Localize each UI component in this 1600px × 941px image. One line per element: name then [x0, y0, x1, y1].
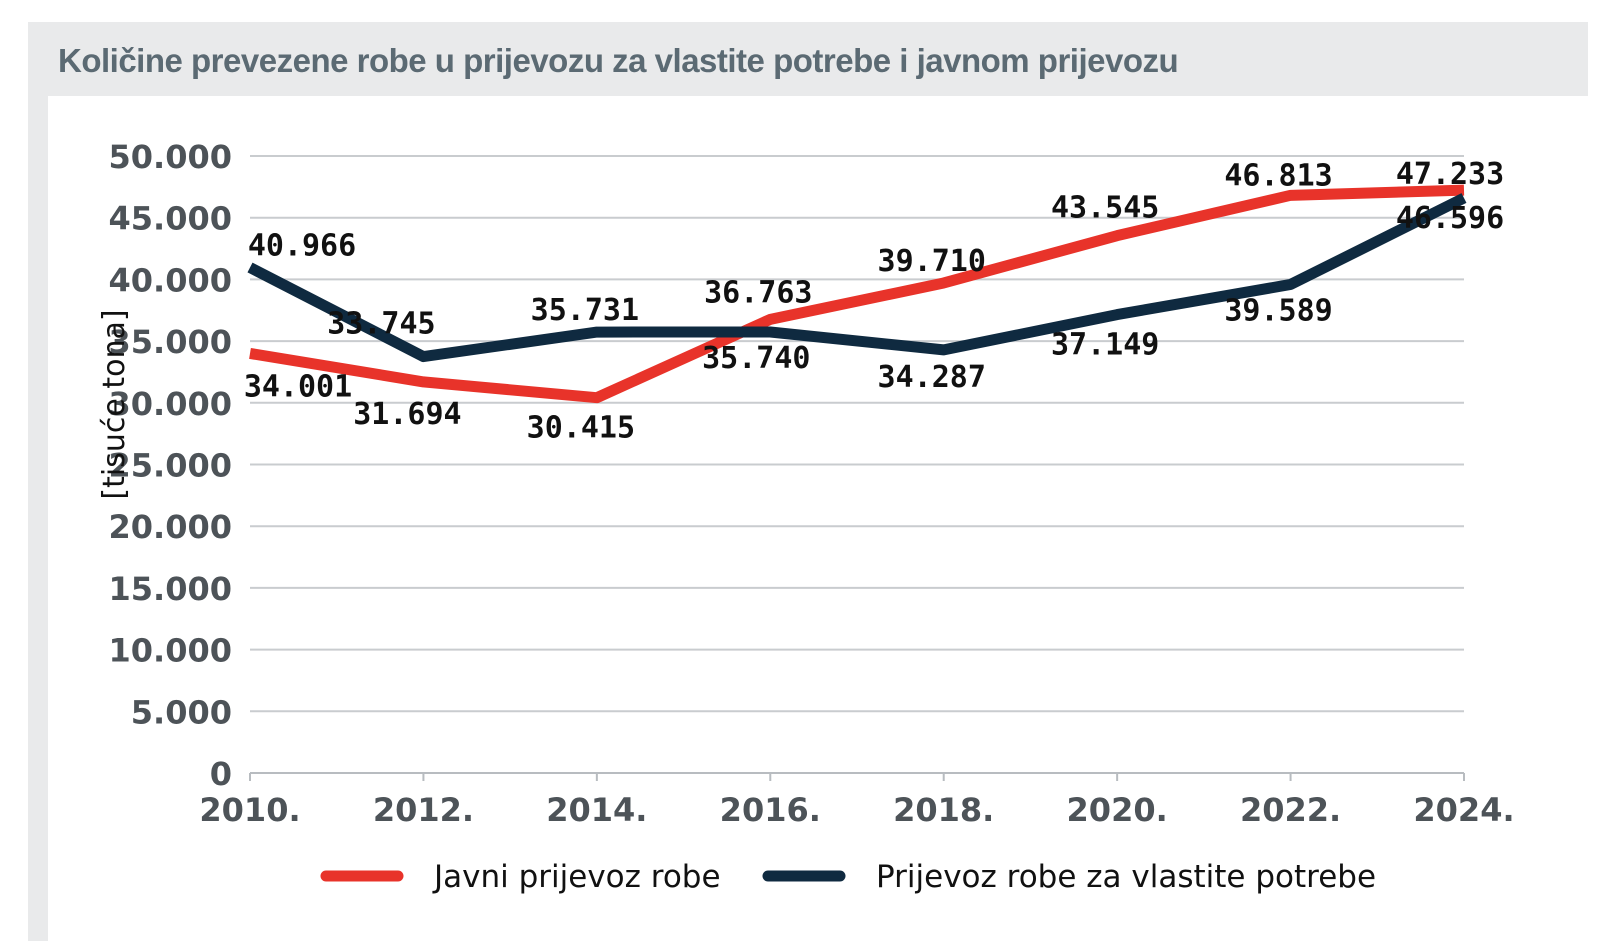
x-tick-label: 2010. — [199, 791, 300, 829]
series-line-vlastite — [247, 193, 1467, 363]
x-tick-label: 2016. — [720, 791, 821, 829]
x-tick-label: 2014. — [546, 791, 647, 829]
data-label: 35.740 — [702, 341, 810, 376]
y-tick-label: 35.000 — [109, 323, 232, 361]
data-label: 31.694 — [353, 397, 461, 432]
x-tick-label: 2022. — [1240, 791, 1341, 829]
y-tick-label: 15.000 — [109, 570, 232, 608]
legend: Javni prijevoz robe Prijevoz robe za vlas… — [320, 859, 1376, 895]
x-tick-label: 2018. — [893, 791, 994, 829]
x-tick-label: 2024. — [1413, 791, 1514, 829]
data-label: 46.813 — [1224, 158, 1332, 193]
x-tick-label: 2020. — [1067, 791, 1168, 829]
data-label: 36.763 — [704, 275, 812, 310]
data-label: 34.001 — [244, 369, 352, 404]
y-axis-label: [tisuće tona] — [97, 309, 132, 499]
y-tick-label: 20.000 — [109, 508, 232, 546]
data-label: 47.233 — [1396, 157, 1504, 192]
title-bar: Količine prevezene robe u prijevozu za v… — [28, 22, 1588, 96]
data-label: 37.149 — [1051, 328, 1159, 363]
gridlines — [250, 155, 1464, 713]
data-label: 39.710 — [878, 244, 986, 279]
y-tick-label: 50.000 — [109, 138, 232, 176]
data-label: 35.731 — [531, 293, 639, 328]
data-label: 39.589 — [1224, 293, 1332, 328]
y-tick-label: 5.000 — [131, 693, 232, 731]
data-label: 43.545 — [1051, 191, 1159, 226]
series-lines — [247, 184, 1467, 404]
data-label: 34.287 — [878, 360, 986, 395]
axes: 0 5.000 10.000 15.000 20.000 25.000 30.000 35.0… — [109, 138, 1515, 829]
data-label: 46.596 — [1396, 201, 1504, 236]
data-label: 33.745 — [327, 307, 435, 342]
chart-title: Količine prevezene robe u prijevozu za v… — [58, 42, 1179, 79]
series-line-javni — [249, 184, 1465, 404]
y-tick-label: 40.000 — [109, 261, 232, 299]
legend-label: Javni prijevoz robe — [432, 859, 721, 895]
data-label: 30.415 — [527, 411, 635, 446]
data-label: 40.966 — [248, 228, 356, 263]
line-chart: 0 5.000 10.000 15.000 20.000 25.000 30.000 35.0… — [97, 138, 1515, 895]
y-tick-label: 45.000 — [109, 200, 232, 238]
x-tick-label: 2012. — [373, 791, 474, 829]
chart-frame: Količine prevezene robe u prijevozu za v… — [28, 22, 1588, 941]
chart-panel: 0 5.000 10.000 15.000 20.000 25.000 30.000 35.0… — [48, 96, 1588, 941]
y-tick-label: 30.000 — [109, 385, 232, 423]
y-tick-label: 25.000 — [109, 447, 232, 485]
y-tick-label: 10.000 — [109, 632, 232, 670]
legend-label: Prijevoz robe za vlastite potrebe — [876, 859, 1376, 895]
y-tick-label: 0 — [210, 755, 232, 793]
